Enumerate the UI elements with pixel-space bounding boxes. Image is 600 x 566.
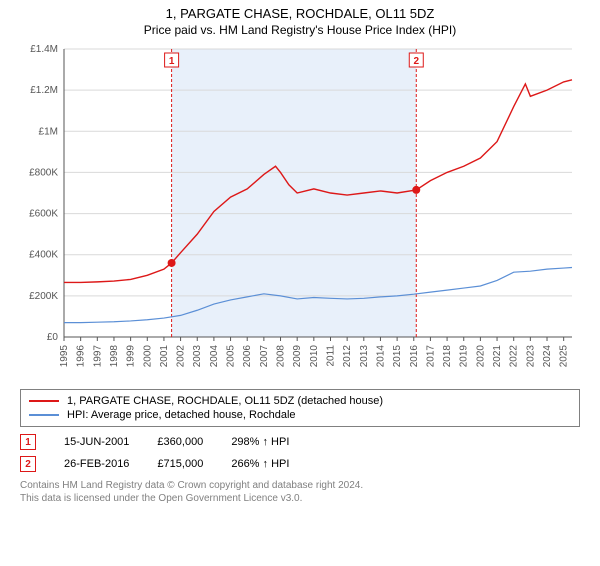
svg-text:2001: 2001	[159, 345, 170, 368]
svg-text:£600K: £600K	[29, 209, 58, 220]
svg-text:£800K: £800K	[29, 167, 58, 178]
svg-text:2022: 2022	[509, 345, 520, 368]
svg-text:2004: 2004	[209, 345, 220, 368]
legend-label: HPI: Average price, detached house, Roch…	[67, 409, 296, 421]
svg-text:2015: 2015	[392, 345, 403, 368]
svg-text:2009: 2009	[292, 345, 303, 368]
tx-marker: 2	[20, 456, 36, 472]
legend-row: 1, PARGATE CHASE, ROCHDALE, OL11 5DZ (de…	[29, 394, 571, 408]
svg-text:2010: 2010	[309, 345, 320, 368]
svg-text:1999: 1999	[126, 345, 137, 368]
footnote: Contains HM Land Registry data © Crown c…	[20, 479, 580, 505]
svg-text:£400K: £400K	[29, 250, 58, 261]
table-row: 1 15-JUN-2001 £360,000 298% ↑ HPI	[20, 431, 580, 453]
svg-text:2018: 2018	[442, 345, 453, 368]
svg-text:1995: 1995	[59, 345, 70, 368]
svg-text:2025: 2025	[559, 345, 570, 368]
legend: 1, PARGATE CHASE, ROCHDALE, OL11 5DZ (de…	[20, 389, 580, 427]
svg-text:£1.2M: £1.2M	[30, 85, 58, 96]
svg-text:2012: 2012	[342, 345, 353, 368]
svg-text:1998: 1998	[109, 345, 120, 368]
svg-text:2005: 2005	[226, 345, 237, 368]
tx-price: £360,000	[157, 436, 203, 448]
table-row: 2 26-FEB-2016 £715,000 266% ↑ HPI	[20, 453, 580, 475]
svg-text:2000: 2000	[142, 345, 153, 368]
legend-label: 1, PARGATE CHASE, ROCHDALE, OL11 5DZ (de…	[67, 395, 383, 407]
svg-text:2013: 2013	[359, 345, 370, 368]
tx-delta: 266% ↑ HPI	[231, 458, 289, 470]
svg-text:2021: 2021	[492, 345, 503, 368]
svg-text:2002: 2002	[176, 345, 187, 368]
legend-swatch	[29, 400, 59, 402]
svg-text:2007: 2007	[259, 345, 270, 368]
legend-row: HPI: Average price, detached house, Roch…	[29, 408, 571, 422]
svg-text:1: 1	[169, 56, 175, 67]
svg-text:2023: 2023	[525, 345, 536, 368]
legend-swatch	[29, 414, 59, 416]
price-chart: £0 £200K £400K £600K £800K £1M £1.2M £1.4M 1995 1…	[20, 43, 580, 383]
tx-delta: 298% ↑ HPI	[231, 436, 289, 448]
svg-text:2024: 2024	[542, 345, 553, 368]
svg-text:2008: 2008	[276, 345, 287, 368]
svg-text:£1M: £1M	[39, 126, 58, 137]
svg-text:2006: 2006	[242, 345, 253, 368]
footnote-line: This data is licensed under the Open Gov…	[20, 492, 580, 505]
svg-text:2014: 2014	[375, 345, 386, 368]
tx-price: £715,000	[157, 458, 203, 470]
footnote-line: Contains HM Land Registry data © Crown c…	[20, 479, 580, 492]
svg-text:£1.4M: £1.4M	[30, 44, 58, 55]
svg-text:£200K: £200K	[29, 291, 58, 302]
svg-text:2019: 2019	[459, 345, 470, 368]
svg-text:2011: 2011	[325, 345, 336, 367]
svg-text:£0: £0	[47, 332, 59, 343]
svg-text:2016: 2016	[409, 345, 420, 368]
svg-text:2003: 2003	[192, 345, 203, 368]
svg-text:1996: 1996	[76, 345, 87, 368]
page-subtitle: Price paid vs. HM Land Registry's House …	[0, 23, 600, 37]
tx-date: 15-JUN-2001	[64, 436, 129, 448]
svg-text:1997: 1997	[92, 345, 103, 368]
tx-date: 26-FEB-2016	[64, 458, 129, 470]
tx-marker: 1	[20, 434, 36, 450]
page-title: 1, PARGATE CHASE, ROCHDALE, OL11 5DZ	[0, 6, 600, 21]
transaction-table: 1 15-JUN-2001 £360,000 298% ↑ HPI 2 26-F…	[20, 431, 580, 475]
svg-text:2017: 2017	[425, 345, 436, 368]
svg-text:2020: 2020	[475, 345, 486, 368]
svg-text:2: 2	[413, 56, 419, 67]
